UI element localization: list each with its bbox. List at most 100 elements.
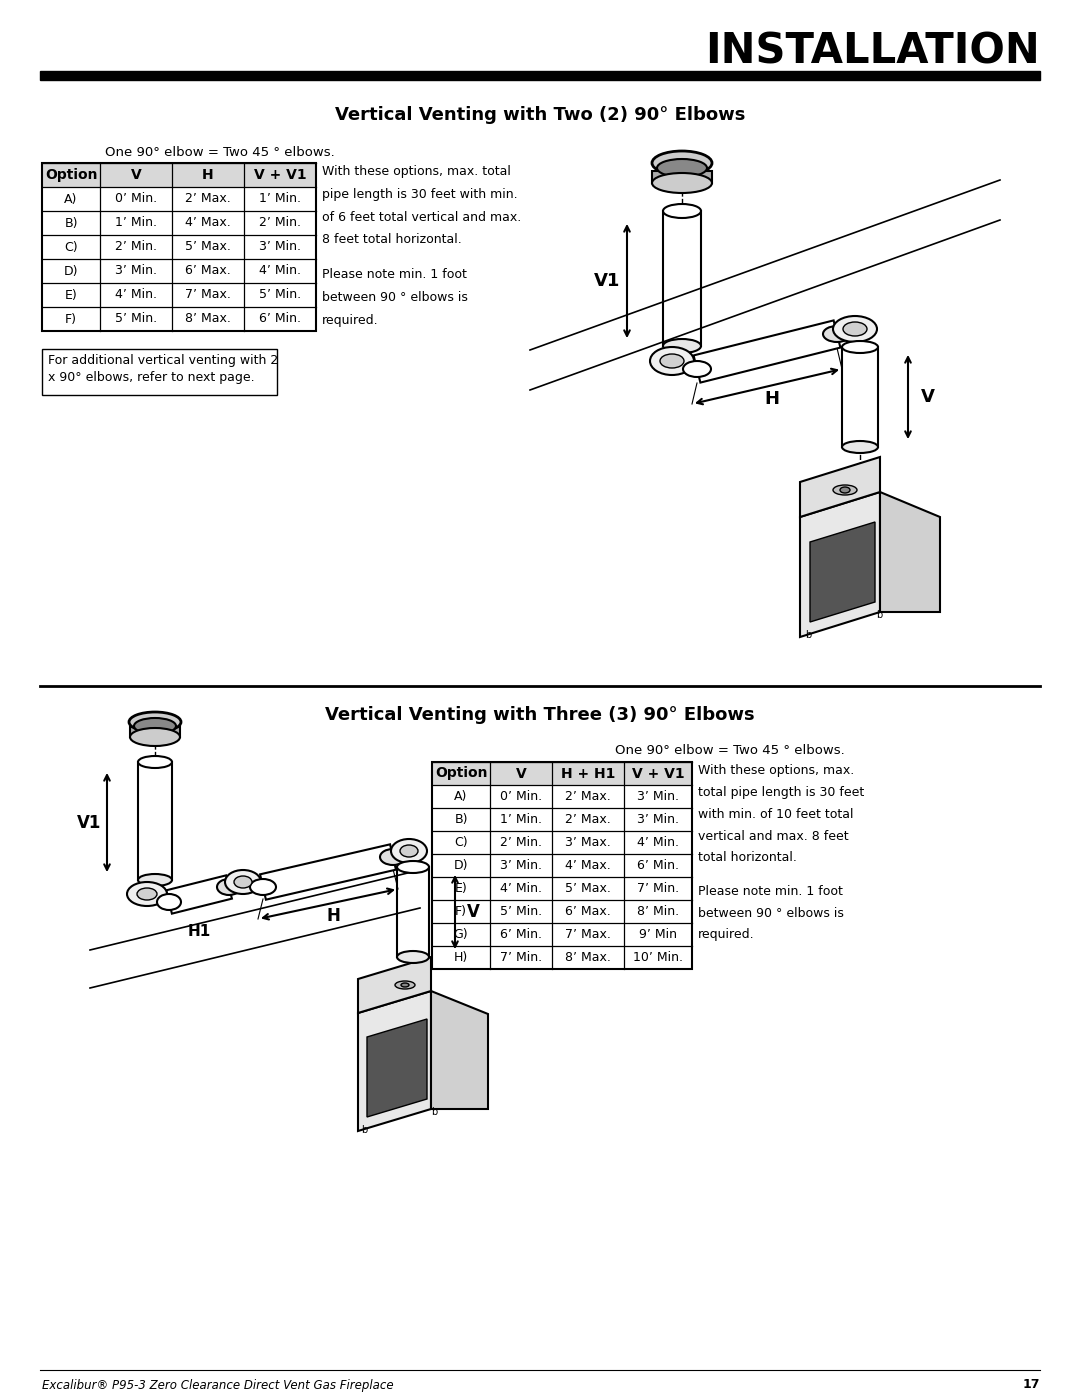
Text: b: b [431,1106,437,1118]
Text: F): F) [455,905,467,918]
Text: between 90 ° elbows is: between 90 ° elbows is [322,291,468,305]
Ellipse shape [397,861,429,873]
Text: required.: required. [322,314,379,327]
Text: b: b [805,630,811,640]
Text: 5’ Min.: 5’ Min. [259,289,301,302]
Text: H): H) [454,951,468,964]
Bar [40,71,1040,80]
Text: 6’ Max.: 6’ Max. [565,905,611,918]
Text: 6’ Max.: 6’ Max. [185,264,231,278]
Text: 3’ Min.: 3’ Min. [114,264,157,278]
Text: 3’ Min.: 3’ Min. [500,859,542,872]
Text: INSTALLATION: INSTALLATION [705,31,1040,73]
Text: 10’ Min.: 10’ Min. [633,951,683,964]
Text: 7’ Max.: 7’ Max. [185,289,231,302]
Text: With these options, max. total: With these options, max. total [322,165,511,177]
Text: 3’ Min.: 3’ Min. [637,789,679,803]
Polygon shape [357,957,431,1013]
Text: 8’ Min.: 8’ Min. [637,905,679,918]
Text: 1’ Min.: 1’ Min. [114,217,157,229]
Text: 2’ Min.: 2’ Min. [114,240,157,253]
Text: Please note min. 1 foot: Please note min. 1 foot [322,268,467,281]
Text: C): C) [455,835,468,849]
Text: 3’ Min.: 3’ Min. [637,813,679,826]
Text: between 90 ° elbows is: between 90 ° elbows is [698,907,843,919]
Text: vertical and max. 8 feet: vertical and max. 8 feet [698,830,849,842]
Ellipse shape [833,485,858,495]
Text: F): F) [65,313,77,326]
Text: 5’ Min.: 5’ Min. [500,905,542,918]
Text: H: H [326,907,340,925]
Bar [432,761,692,970]
Text: V1: V1 [594,272,620,291]
Text: pipe length is 30 feet with min.: pipe length is 30 feet with min. [322,187,517,201]
Ellipse shape [652,173,712,193]
Ellipse shape [130,728,180,746]
Text: 0’ Min.: 0’ Min. [114,193,157,205]
Text: 6’ Min.: 6’ Min. [500,928,542,942]
Ellipse shape [401,983,409,988]
Polygon shape [357,990,431,1132]
Text: D): D) [64,264,78,278]
Text: V: V [131,168,141,182]
Bar [42,163,316,187]
Text: B): B) [455,813,468,826]
Polygon shape [880,492,940,612]
Text: With these options, max.: With these options, max. [698,764,854,777]
Text: x 90° elbows, refer to next page.: x 90° elbows, refer to next page. [48,372,255,384]
Text: 4’ Min.: 4’ Min. [637,835,679,849]
Text: total horizontal.: total horizontal. [698,851,797,865]
Ellipse shape [650,346,694,374]
Ellipse shape [657,159,707,177]
Text: 4’ Max.: 4’ Max. [565,859,611,872]
Ellipse shape [225,870,261,894]
Ellipse shape [134,718,176,733]
Polygon shape [431,990,488,1109]
Text: A): A) [65,193,78,205]
Ellipse shape [833,316,877,342]
Ellipse shape [380,849,406,865]
Ellipse shape [660,353,684,367]
Text: 2’ Min.: 2’ Min. [500,835,542,849]
Text: 1’ Min.: 1’ Min. [259,193,301,205]
Text: with min. of 10 feet total: with min. of 10 feet total [698,807,853,820]
Text: B): B) [64,217,78,229]
Text: 3’ Max.: 3’ Max. [565,835,611,849]
Text: 5’ Max.: 5’ Max. [565,882,611,895]
Polygon shape [810,522,875,622]
Text: E): E) [455,882,468,895]
Ellipse shape [842,441,878,453]
Text: 8’ Max.: 8’ Max. [565,951,611,964]
Ellipse shape [663,204,701,218]
Polygon shape [260,844,396,900]
Text: b: b [876,610,882,620]
Ellipse shape [138,875,172,886]
Text: 2’ Max.: 2’ Max. [185,193,231,205]
Text: G): G) [454,928,469,942]
Ellipse shape [397,951,429,963]
Ellipse shape [157,894,181,909]
Ellipse shape [663,339,701,353]
Text: 2’ Min.: 2’ Min. [259,217,301,229]
Ellipse shape [391,840,427,863]
Text: 8’ Max.: 8’ Max. [185,313,231,326]
Text: 2’ Max.: 2’ Max. [565,813,611,826]
Text: V: V [921,388,935,407]
Text: V + V1: V + V1 [254,168,307,182]
Ellipse shape [840,488,850,493]
Text: Please note min. 1 foot: Please note min. 1 foot [698,884,842,898]
Text: 4’ Min.: 4’ Min. [114,289,157,302]
Polygon shape [166,876,232,914]
Text: V + V1: V + V1 [632,767,685,781]
Text: For additional vertical venting with 2: For additional vertical venting with 2 [48,353,279,367]
Ellipse shape [843,321,867,337]
Text: 8 feet total horizontal.: 8 feet total horizontal. [322,233,462,246]
Text: E): E) [65,289,78,302]
Text: V1: V1 [77,813,102,831]
Text: H + H1: H + H1 [561,767,616,781]
Text: 1’ Min.: 1’ Min. [500,813,542,826]
Text: A): A) [455,789,468,803]
Text: D): D) [454,859,469,872]
Text: 4’ Max.: 4’ Max. [185,217,231,229]
Text: C): C) [64,240,78,253]
